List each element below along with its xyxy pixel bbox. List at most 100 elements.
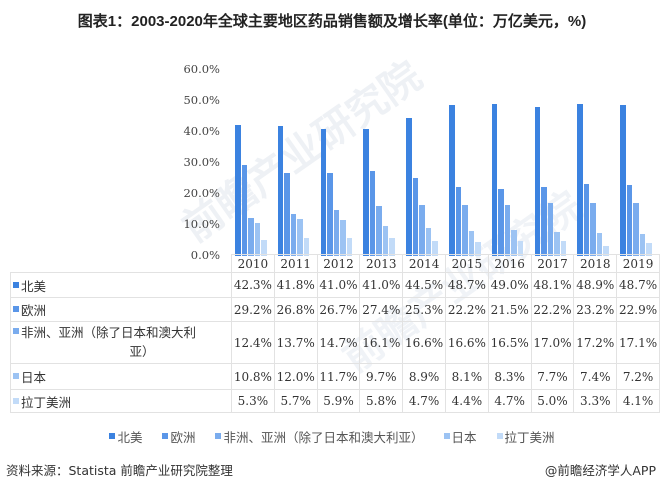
bar: [346, 237, 353, 256]
bar: [425, 228, 432, 256]
table-cell: 25.3%: [402, 297, 446, 322]
table-cell: 16.6%: [444, 321, 489, 364]
table-cell: 48.7%: [444, 272, 489, 298]
table-cell: 21.5%: [487, 297, 532, 322]
row-label: 非洲、亚洲（除了日本和澳大利 亚）: [10, 321, 232, 364]
bar: [517, 241, 524, 256]
table-cell: 12.4%: [231, 321, 275, 364]
table-cell: 7.4%: [573, 363, 618, 390]
bar: [389, 238, 395, 256]
bar: [534, 106, 541, 256]
legend-swatch-icon: [13, 306, 19, 312]
table-cell: 11.7%: [316, 363, 361, 390]
bar: [363, 128, 369, 256]
y-tick-label: 20.0%: [183, 186, 220, 200]
table-cell: 26.8%: [273, 297, 318, 322]
row-label: 日本: [10, 363, 232, 390]
table-cell: 4.4%: [444, 389, 489, 413]
bar: [583, 184, 590, 256]
bar: [455, 187, 461, 256]
bar: [449, 105, 455, 256]
y-tick-label: 30.0%: [183, 155, 220, 169]
table-header-year: 2012: [316, 254, 361, 273]
table-cell: 41.0%: [359, 272, 404, 298]
bar: [284, 172, 290, 256]
bar: [406, 118, 412, 256]
legend-swatch-icon: [109, 433, 116, 439]
legend-swatch-icon: [13, 328, 19, 334]
table-header-year: 2017: [530, 254, 575, 273]
source-note: 资料来源：Statista 前瞻产业研究院整理: [6, 463, 233, 478]
table-cell: 48.9%: [573, 272, 618, 298]
bar: [248, 217, 254, 256]
table-cell: 4.7%: [402, 389, 446, 413]
table-header-year: 2010: [231, 254, 275, 273]
legend-swatch-icon: [162, 433, 169, 439]
table-cell: 17.0%: [530, 321, 575, 364]
bar: [254, 222, 260, 256]
table-header-year: 2018: [573, 254, 618, 273]
bar: [462, 204, 468, 256]
bar: [554, 232, 560, 256]
legend-swatch-icon: [13, 281, 19, 288]
credit-note: @前瞻经济学人APP: [544, 463, 656, 478]
bar: [596, 233, 603, 256]
table-cell: 8.9%: [402, 363, 446, 390]
y-tick-label: 60.0%: [183, 62, 220, 76]
table-cell: 5.9%: [316, 389, 361, 413]
table-cell: 4.1%: [616, 389, 660, 413]
legend-item: 欧洲: [162, 427, 195, 446]
bar: [241, 165, 247, 256]
table-cell: 41.0%: [316, 272, 361, 298]
table-header-year: 2019: [616, 254, 660, 273]
table-cell: 49.0%: [487, 272, 532, 298]
table-row: 北美 42.3% 41.8% 41.0% 41.0% 44.5% 48.7% 49.0% 48.…: [10, 272, 660, 298]
bar: [547, 203, 554, 256]
legend-swatch-icon: [13, 397, 19, 404]
legend-item: 日本: [443, 427, 477, 446]
bar: [491, 104, 498, 256]
table-header-year: 2015: [444, 254, 489, 273]
bar: [376, 206, 382, 256]
bar: [468, 230, 474, 256]
bar: [633, 202, 639, 256]
chart-title: 图表1：2003-2020年全球主要地区药品销售额及增长率(单位：万亿美元，%): [77, 13, 587, 30]
table-cell: 22.2%: [444, 297, 489, 322]
bar: [511, 230, 517, 256]
table-row: 欧洲 29.2% 26.8% 26.7% 27.4% 25.3% 22.2% 21.5% 22.…: [10, 297, 660, 322]
legend-item: 北美: [109, 427, 142, 446]
table-header-year: 2013: [359, 254, 404, 273]
y-tick-label: 40.0%: [183, 124, 220, 138]
table-cell: 29.2%: [231, 297, 275, 322]
table-cell: 16.1%: [359, 321, 404, 364]
table-cell: 27.4%: [359, 297, 404, 322]
table-cell: 7.2%: [616, 363, 660, 390]
table-cell: 8.1%: [444, 363, 489, 390]
table-cell: 12.0%: [273, 363, 318, 390]
bar: [560, 240, 567, 256]
bar: [297, 218, 303, 256]
row-label: 拉丁美洲: [10, 389, 232, 413]
table-cell: 10.8%: [231, 363, 275, 390]
bar: [504, 204, 511, 256]
bar: [590, 202, 596, 256]
bar: [498, 189, 504, 256]
table-cell: 44.5%: [402, 272, 446, 298]
table-cell: 5.3%: [231, 389, 275, 413]
bar: [620, 105, 626, 256]
table-cell: 17.2%: [573, 321, 618, 364]
table-header-year: 2011: [273, 254, 318, 273]
legend-item: 非洲、亚洲（除了日本和澳大利亚）: [215, 427, 424, 446]
table-cell: 13.7%: [273, 321, 318, 364]
table-cell: 22.9%: [616, 297, 660, 322]
legend: 北美 欧洲 非洲、亚洲（除了日本和澳大利亚） 日本 拉丁美洲: [0, 427, 664, 446]
row-label: 北美: [10, 272, 232, 298]
table-corner: [10, 254, 232, 273]
bar: [277, 126, 284, 256]
bar: [412, 177, 419, 256]
table-row: 日本 10.8% 12.0% 11.7% 9.7% 8.9% 8.1% 8.3% 7.7% 7.4…: [10, 363, 660, 390]
table-cell: 5.7%: [273, 389, 318, 413]
bar: [340, 219, 346, 256]
table-cell: 7.7%: [530, 363, 575, 390]
table-cell: 26.7%: [316, 297, 361, 322]
